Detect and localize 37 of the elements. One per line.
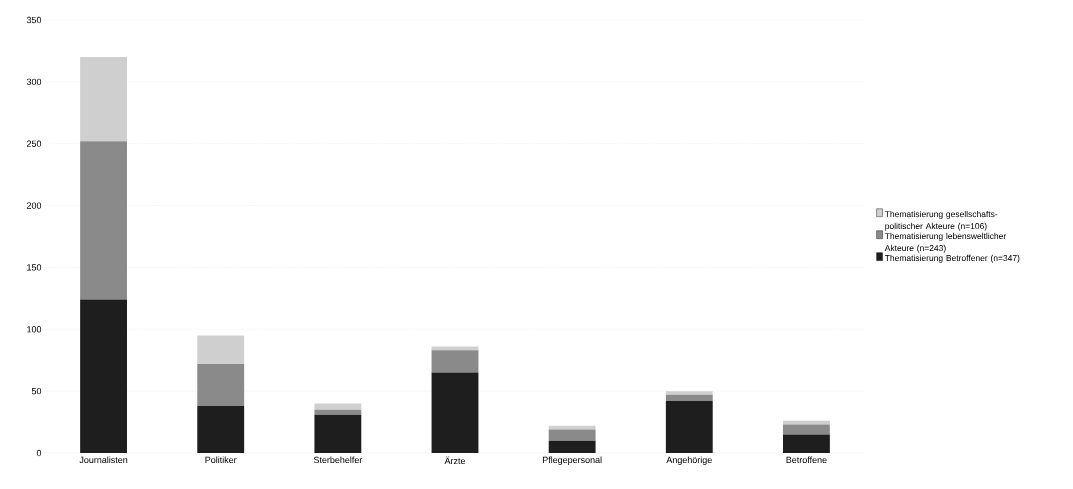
y-tick-label: 50 <box>31 387 42 395</box>
x-tick-label: Journalisten <box>79 456 128 464</box>
bar <box>665 401 713 453</box>
bar <box>314 409 362 415</box>
x-tick-label: Betroffene <box>786 456 827 464</box>
bar <box>314 403 362 410</box>
y-tick-label: 350 <box>26 16 42 24</box>
bar <box>665 394 713 402</box>
y-tick-label: 250 <box>26 140 42 147</box>
bar <box>80 299 127 453</box>
y-tick-label: 150 <box>27 264 42 271</box>
legend-label: Thematisierung Betroffener (n=347) <box>884 254 1020 263</box>
x-tick-label: Politiker <box>205 456 237 464</box>
bar <box>197 363 245 406</box>
bar <box>783 434 830 453</box>
y-tick-label: 100 <box>27 326 42 333</box>
bar <box>431 350 479 373</box>
bar <box>314 414 362 453</box>
bar <box>80 57 127 142</box>
x-tick-label: Pflegepersonal <box>542 456 602 465</box>
y-tick-label: 0 <box>36 449 42 457</box>
bar <box>80 141 127 300</box>
legend-label: Thematisierung gesellschafts-politischer Akteure (n=106) <box>884 210 998 231</box>
y-tick-label: 200 <box>26 202 42 209</box>
bar <box>783 424 830 435</box>
bar <box>548 429 596 441</box>
x-tick-label: Ärzte <box>444 456 466 465</box>
x-tick-label: Angehörige <box>666 456 712 465</box>
bar <box>548 440 596 453</box>
bar <box>197 405 245 453</box>
bar <box>197 335 245 364</box>
bar <box>783 420 830 425</box>
bar <box>665 391 713 395</box>
legend-label: Thematisierung lebensweltlicher Akteure (n=243) <box>884 232 1007 253</box>
y-tick-label: 300 <box>26 78 42 86</box>
bar <box>431 372 479 453</box>
x-tick-label: Sterbehelfer <box>313 456 363 464</box>
